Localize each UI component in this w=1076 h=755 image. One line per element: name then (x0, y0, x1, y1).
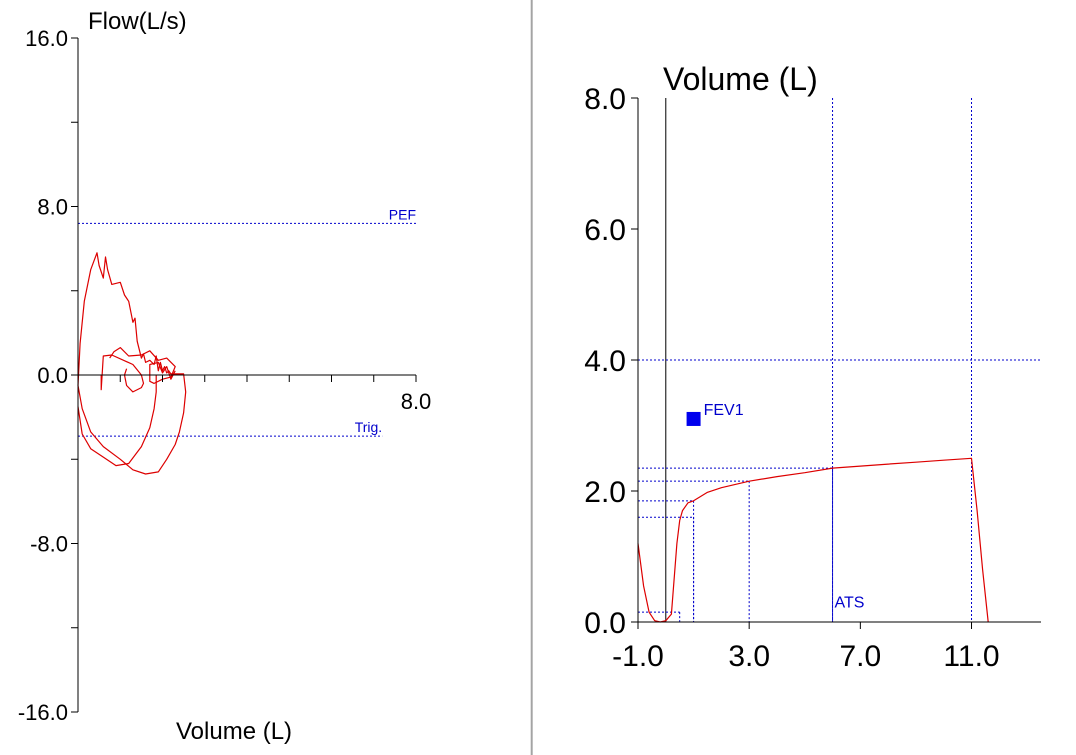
volume-time-x-tick-label: 7.0 (839, 640, 881, 673)
flow-volume-x-tick-label: 8.0 (401, 389, 432, 414)
volume-time-x-tick-label: -1.0 (612, 640, 664, 673)
fev1-marker (686, 411, 701, 426)
fev1-label: FEV1 (704, 402, 744, 419)
flow-volume-chart: PEF Trig. 16.0 8.0 0.0 -8.0 -16.0 8.0 Flow(L/s… (18, 8, 431, 745)
reference-line-label: PEF (389, 206, 416, 222)
flow-volume-curve-2 (77, 375, 157, 467)
volume-time-y-tick-label: 4.0 (584, 345, 626, 378)
ats-label: ATS (835, 594, 865, 611)
volume-time-x-tick-label: 11.0 (943, 640, 999, 673)
volume-time-y-tick-label: 6.0 (584, 214, 626, 247)
flow-volume-y-tick-label: 0.0 (37, 363, 68, 388)
flow-volume-y-tick-label: -16.0 (18, 700, 68, 725)
flow-volume-curve-3 (109, 347, 176, 384)
flow-volume-y-tick-label: -8.0 (30, 532, 68, 557)
flow-volume-x-label: Volume (L) (176, 718, 292, 745)
volume-time-x-tick-label: 3.0 (728, 640, 770, 673)
flow-volume-y-tick-label: 16.0 (25, 26, 68, 51)
volume-time-chart: 8.0 6.0 4.0 2.0 0.0-1.0 3.0 7.0 11.0 ATS FEV1 Vo… (584, 61, 1041, 673)
volume-time-curve-1 (637, 457, 989, 623)
volume-time-y-tick-label: 0.0 (584, 607, 626, 640)
flow-volume-curve-1 (77, 252, 187, 475)
flow-volume-curve-4 (100, 354, 145, 393)
reference-line-label: Trig. (355, 419, 382, 435)
volume-time-y-tick-label: 8.0 (584, 83, 626, 116)
volume-time-y-label: Volume (L) (663, 61, 818, 97)
flow-volume-y-label: Flow(L/s) (88, 8, 187, 35)
volume-time-y-tick-label: 2.0 (584, 476, 626, 509)
flow-volume-y-tick-label: 8.0 (37, 195, 68, 220)
